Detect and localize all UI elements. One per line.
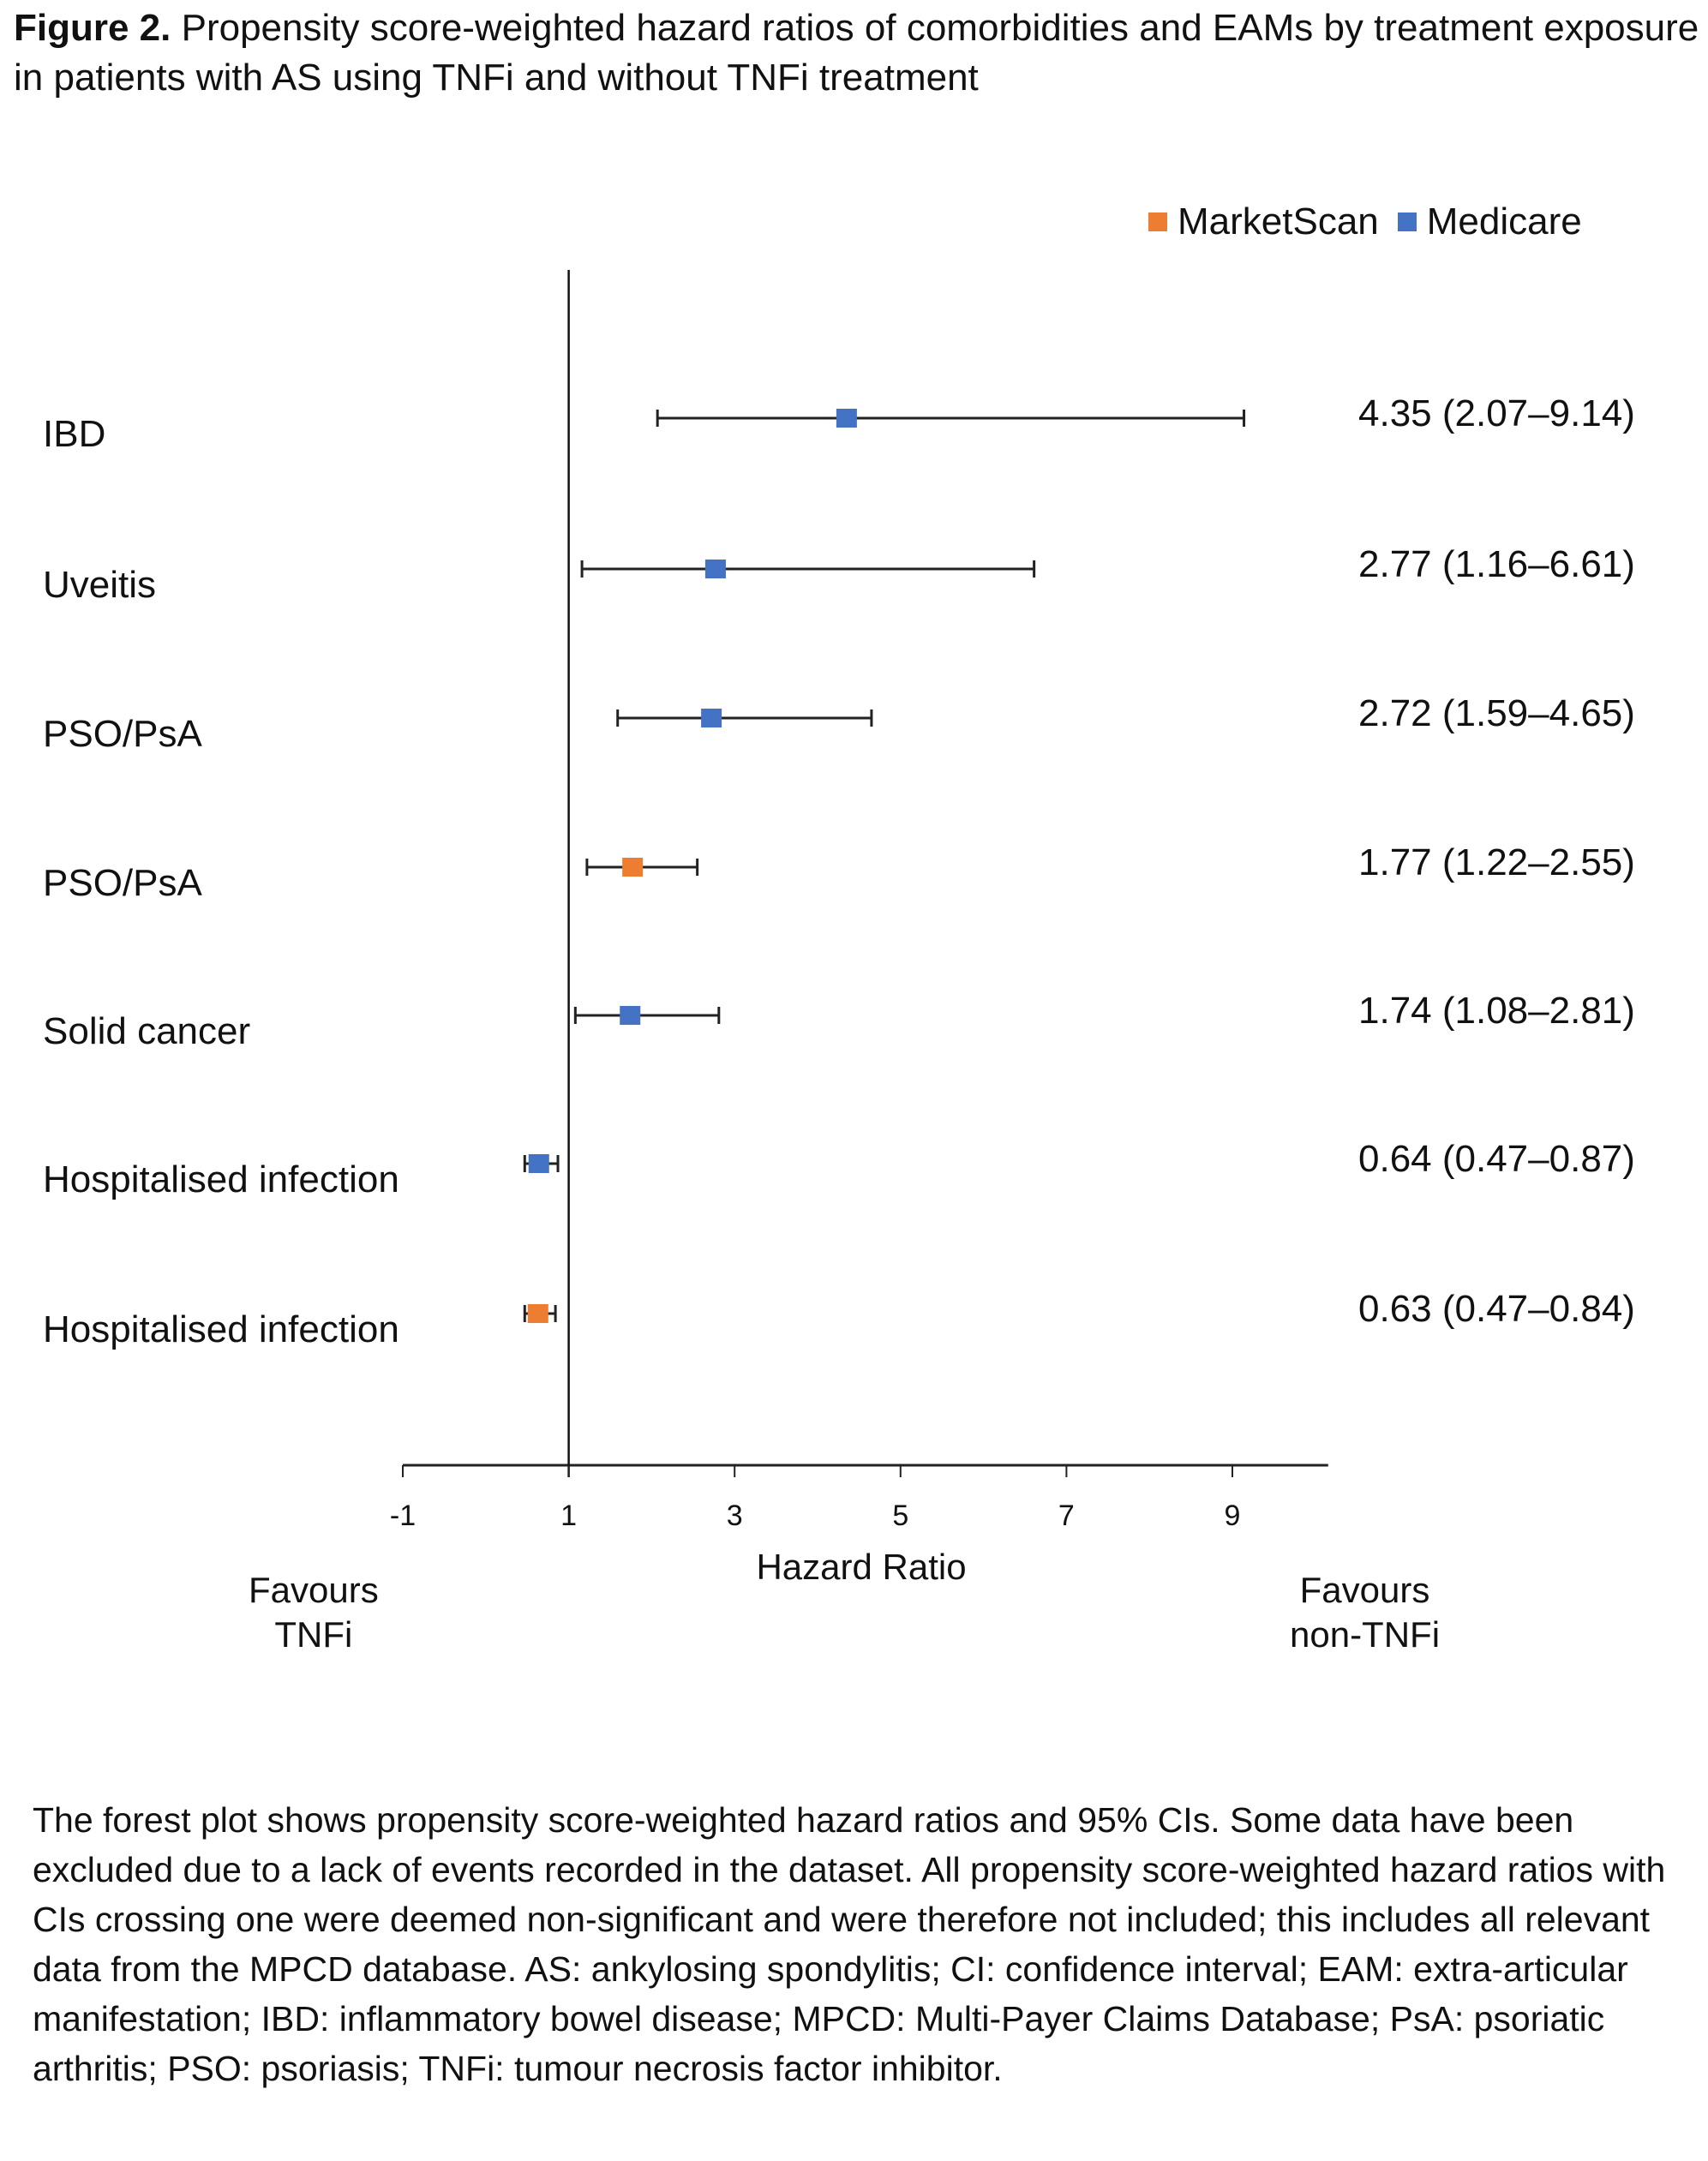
figure-title-text: Propensity score-weighted hazard ratios … bbox=[14, 7, 1699, 99]
x-tick-label: -1 bbox=[389, 1500, 417, 1532]
row-label: IBD bbox=[43, 413, 106, 455]
legend-swatch-marketscan bbox=[1148, 213, 1167, 231]
hazard-ratio-point bbox=[528, 1154, 549, 1173]
figure-caption: The forest plot shows propensity score-w… bbox=[33, 1800, 1666, 2088]
forest-plot bbox=[402, 270, 1328, 1477]
forest-row-mark bbox=[523, 1304, 557, 1323]
hazard-ratio-point bbox=[704, 560, 726, 578]
row-value-text: 1.74 (1.08–2.81) bbox=[1358, 990, 1635, 1032]
favours-non-tnfi-label: Favours non-TNFi bbox=[1290, 1568, 1440, 1657]
row-label: Uveitis bbox=[43, 564, 157, 606]
favours-non-tnfi-line1: Favours bbox=[1299, 1570, 1430, 1610]
row-label: PSO/PsA bbox=[43, 713, 202, 755]
row-value-text: 2.72 (1.59–4.65) bbox=[1358, 692, 1635, 734]
hazard-ratio-point bbox=[622, 858, 644, 877]
legend: MarketScan Medicare bbox=[1148, 201, 1601, 243]
row-value-text: 1.77 (1.22–2.55) bbox=[1358, 841, 1635, 883]
forest-row-mark bbox=[573, 1006, 721, 1025]
x-tick-label: 7 bbox=[1058, 1500, 1075, 1532]
x-tick-label: 1 bbox=[560, 1500, 578, 1532]
row-label: Solid cancer bbox=[43, 1010, 251, 1052]
figure-label: Figure 2. bbox=[14, 7, 171, 49]
forest-row-mark bbox=[616, 709, 873, 727]
row-value-text: 0.64 (0.47–0.87) bbox=[1358, 1138, 1635, 1180]
hazard-ratio-point bbox=[701, 709, 722, 727]
row-value-text: 4.35 (2.07–9.14) bbox=[1358, 392, 1635, 434]
row-value-text: 2.77 (1.16–6.61) bbox=[1358, 543, 1635, 585]
legend-label-medicare: Medicare bbox=[1426, 201, 1582, 242]
x-axis-label: Hazard Ratio bbox=[756, 1547, 967, 1587]
row-label: Hospitalised infection bbox=[43, 1158, 399, 1200]
hazard-ratio-point bbox=[620, 1006, 641, 1025]
favours-non-tnfi-line2: non-TNFi bbox=[1290, 1614, 1441, 1655]
forest-row-mark bbox=[523, 1154, 560, 1173]
x-tick-label: 9 bbox=[1224, 1500, 1241, 1532]
forest-row-mark bbox=[585, 858, 699, 877]
row-value-text: 0.63 (0.47–0.84) bbox=[1358, 1288, 1635, 1330]
favours-tnfi-label: Favours TNFi bbox=[249, 1568, 379, 1657]
figure-title: Figure 2. Propensity score-weighted haza… bbox=[14, 3, 1702, 103]
favours-tnfi-line2: TNFi bbox=[274, 1614, 353, 1655]
row-label: Hospitalised infection bbox=[43, 1308, 399, 1350]
forest-row-mark bbox=[656, 409, 1246, 428]
legend-swatch-medicare bbox=[1397, 213, 1417, 231]
forest-row-mark bbox=[580, 560, 1036, 578]
favours-tnfi-line1: Favours bbox=[249, 1570, 379, 1610]
hazard-ratio-point bbox=[527, 1304, 548, 1323]
legend-item-marketscan: MarketScan bbox=[1148, 201, 1379, 243]
legend-item-medicare: Medicare bbox=[1397, 201, 1582, 243]
legend-label-marketscan: MarketScan bbox=[1178, 201, 1379, 242]
x-tick-label: 3 bbox=[726, 1500, 743, 1532]
x-tick-label: 5 bbox=[892, 1500, 909, 1532]
hazard-ratio-point bbox=[836, 409, 857, 428]
row-label: PSO/PsA bbox=[43, 862, 202, 904]
